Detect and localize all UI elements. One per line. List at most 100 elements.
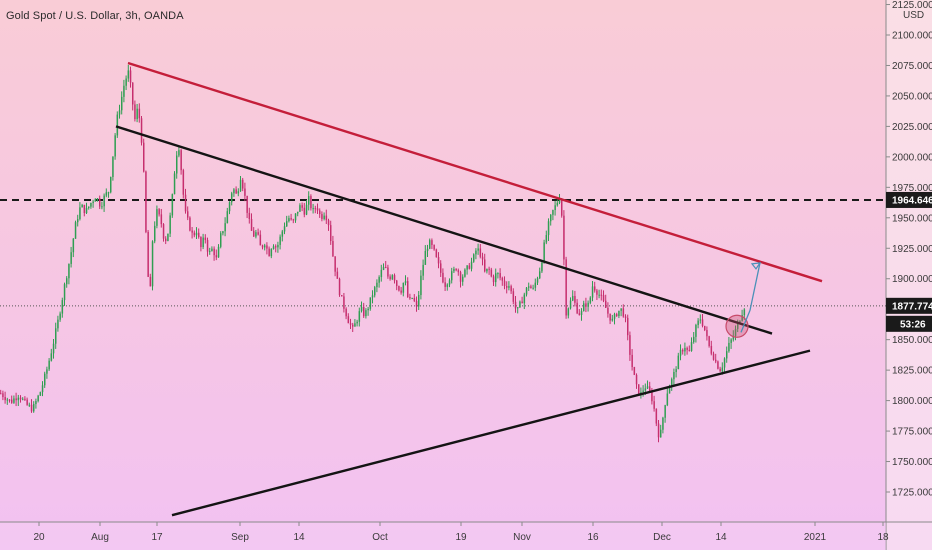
candle-body: [8, 399, 11, 401]
candle-body: [495, 273, 497, 283]
x-tick-label: Dec: [653, 532, 671, 543]
candle-body: [558, 199, 561, 203]
candle-body: [305, 204, 308, 215]
candle-body: [154, 225, 156, 242]
candle-body: [354, 323, 356, 327]
candle-body: [378, 277, 380, 283]
x-tick-label: Nov: [513, 532, 531, 543]
candle-body: [638, 384, 640, 395]
candle-body: [264, 245, 266, 248]
candle-body: [492, 276, 495, 283]
candle-body: [261, 245, 264, 248]
candle-body: [561, 199, 563, 216]
candle-body: [343, 296, 345, 309]
candle-body: [486, 268, 488, 272]
x-tick-label: 16: [587, 532, 599, 543]
candle-body: [341, 295, 343, 297]
candle-body: [259, 234, 262, 246]
candle-body: [239, 179, 242, 192]
candle-body: [299, 205, 301, 212]
candle-body: [587, 302, 589, 307]
candle-body: [314, 208, 317, 210]
candle-body: [283, 226, 286, 232]
candle-body: [228, 202, 231, 212]
candle-body: [255, 232, 257, 237]
candle-body: [404, 281, 407, 283]
candle-body: [365, 310, 367, 317]
candle-body: [466, 265, 468, 270]
candle-body: [180, 150, 182, 171]
candle-body: [81, 204, 83, 208]
candle-body: [690, 342, 693, 351]
y-tick-label: 2025.000: [892, 122, 932, 133]
x-tick-label: Aug: [91, 532, 109, 543]
candle-body: [46, 369, 48, 374]
candle-body: [655, 408, 658, 424]
candle-body: [371, 295, 374, 298]
candle-body: [393, 275, 396, 281]
candle-body: [224, 223, 226, 232]
candle-body: [105, 192, 108, 196]
candle-body: [508, 286, 510, 288]
candle-body: [72, 238, 75, 253]
candle-body: [123, 85, 125, 97]
candle-body: [184, 194, 187, 212]
candle-body: [607, 307, 609, 314]
projection-arrow-head: [750, 262, 762, 270]
candle-body: [28, 404, 31, 406]
candle-body: [459, 272, 462, 282]
y-tick-label: 1725.000: [892, 488, 932, 499]
candle-body: [420, 275, 422, 296]
x-tick-label: 17: [151, 532, 163, 543]
chart-title: Gold Spot / U.S. Dollar, 3h, OANDA: [6, 10, 184, 22]
candle-body: [242, 179, 244, 189]
candle-body: [539, 271, 541, 279]
candle-body: [204, 237, 207, 241]
candle-body: [96, 198, 99, 200]
candle-body: [369, 297, 372, 309]
candle-body: [48, 360, 50, 370]
candle-body: [684, 347, 686, 352]
candle-body: [332, 241, 334, 257]
candle-body: [297, 211, 299, 214]
candle-body: [90, 202, 92, 207]
candle-body: [50, 353, 53, 361]
candle-body: [79, 207, 81, 220]
candle-body: [622, 308, 625, 317]
candle-body: [19, 397, 22, 400]
candle-body: [732, 335, 735, 340]
candle-body: [0, 393, 2, 395]
candle-body: [473, 254, 475, 262]
candle-body: [673, 372, 675, 380]
x-tick-label: Sep: [231, 532, 249, 543]
candle-body: [338, 278, 341, 296]
candle-body: [176, 155, 178, 174]
candle-body: [695, 324, 697, 337]
price-level-tag-text: 1964.646: [892, 195, 932, 206]
candle-body: [517, 307, 519, 309]
candle-body: [719, 368, 721, 372]
candle-body: [158, 209, 160, 215]
candle-body: [367, 308, 369, 311]
candle-body: [668, 386, 671, 394]
candle-body: [435, 249, 438, 258]
candle-body: [303, 207, 306, 215]
candle-body: [330, 225, 332, 242]
candle-body: [506, 286, 508, 288]
candle-body: [534, 282, 537, 288]
candle-body: [532, 287, 534, 289]
candle-body: [209, 251, 211, 253]
candle-body: [396, 280, 398, 286]
candle-body: [215, 255, 218, 258]
candle-body: [704, 325, 706, 331]
candle-body: [448, 280, 451, 285]
candle-body: [583, 303, 585, 312]
candle-body: [160, 214, 163, 225]
candle-body: [235, 189, 237, 194]
candle-body: [266, 245, 268, 249]
candle-body: [666, 393, 669, 406]
x-tick-label: Oct: [372, 532, 388, 543]
candle-body: [605, 300, 607, 308]
y-tick-label: 1800.000: [892, 396, 932, 407]
